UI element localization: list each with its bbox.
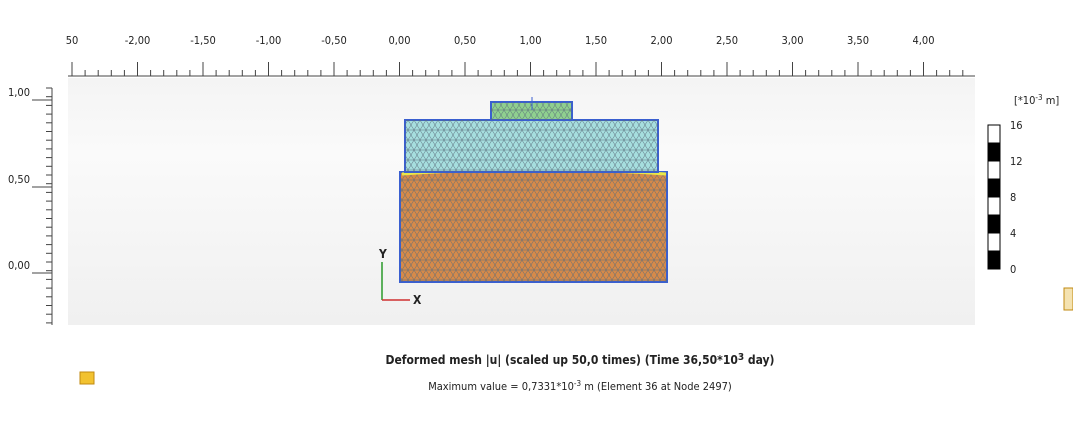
caption-exp: 3	[738, 352, 744, 363]
embankment-mesh	[405, 120, 658, 172]
max-base: Maximum value = 0,7331*10	[428, 380, 574, 393]
side-icon[interactable]	[1063, 287, 1073, 311]
x-ruler-label: 3,00	[781, 34, 803, 47]
unit-base: [*10	[1014, 94, 1035, 107]
y-axis-label: Y	[378, 247, 387, 261]
x-ruler-label: 4,00	[912, 34, 934, 47]
legend-segment	[987, 142, 1001, 162]
x-ruler-label: 1,50	[585, 34, 607, 47]
max-rest: m (Element 36 at Node 2497)	[581, 380, 732, 393]
caption-rest: day)	[744, 353, 774, 367]
legend-segment	[987, 250, 1001, 270]
caption-base: Deformed mesh |u| (scaled up 50,0 times)…	[385, 353, 737, 367]
unit-exp: -3	[1035, 93, 1042, 102]
x-ruler-label: 1,00	[519, 34, 541, 47]
legend-label: 16	[1010, 119, 1023, 132]
axis-icon: Y X	[378, 247, 422, 307]
legend-segment	[987, 160, 1001, 180]
y-ruler-label: 1,00	[8, 86, 30, 99]
x-ruler-label: 0,00	[388, 34, 410, 47]
caption: Deformed mesh |u| (scaled up 50,0 times)…	[385, 352, 774, 367]
legend-segment	[987, 178, 1001, 198]
legend-unit: [*10-3 m]	[1014, 93, 1059, 107]
x-ruler-label: -0,50	[321, 34, 347, 47]
maximum-value: Maximum value = 0,7331*10-3 m (Element 3…	[428, 379, 732, 393]
max-exp: -3	[574, 379, 581, 388]
legend-label: 0	[1010, 263, 1016, 276]
model	[399, 97, 668, 283]
y-ruler-label: 0,50	[8, 173, 30, 186]
x-ruler-label: 3,50	[847, 34, 869, 47]
legend-segment	[987, 124, 1001, 144]
unit-rest: m]	[1043, 94, 1060, 107]
legend-segment	[987, 196, 1001, 216]
x-ruler-label: 50	[66, 34, 79, 47]
legend-segment	[987, 232, 1001, 252]
footing-mesh	[491, 102, 572, 120]
legend-label: 8	[1010, 191, 1016, 204]
legend-segment	[987, 214, 1001, 234]
x-ruler-label: 0,50	[454, 34, 476, 47]
x-ruler-label: -1,00	[256, 34, 282, 47]
legend-label: 12	[1010, 155, 1023, 168]
x-ruler-label: 2,00	[650, 34, 672, 47]
x-ruler-label: 2,50	[716, 34, 738, 47]
legend-label: 4	[1010, 227, 1016, 240]
x-ruler-label: -2,00	[125, 34, 151, 47]
y-ruler-label: 0,00	[8, 259, 30, 272]
x-ruler-label: -1,50	[190, 34, 216, 47]
soil-mesh	[400, 172, 667, 282]
x-axis-label: X	[413, 293, 422, 307]
status-icon[interactable]	[79, 371, 95, 385]
